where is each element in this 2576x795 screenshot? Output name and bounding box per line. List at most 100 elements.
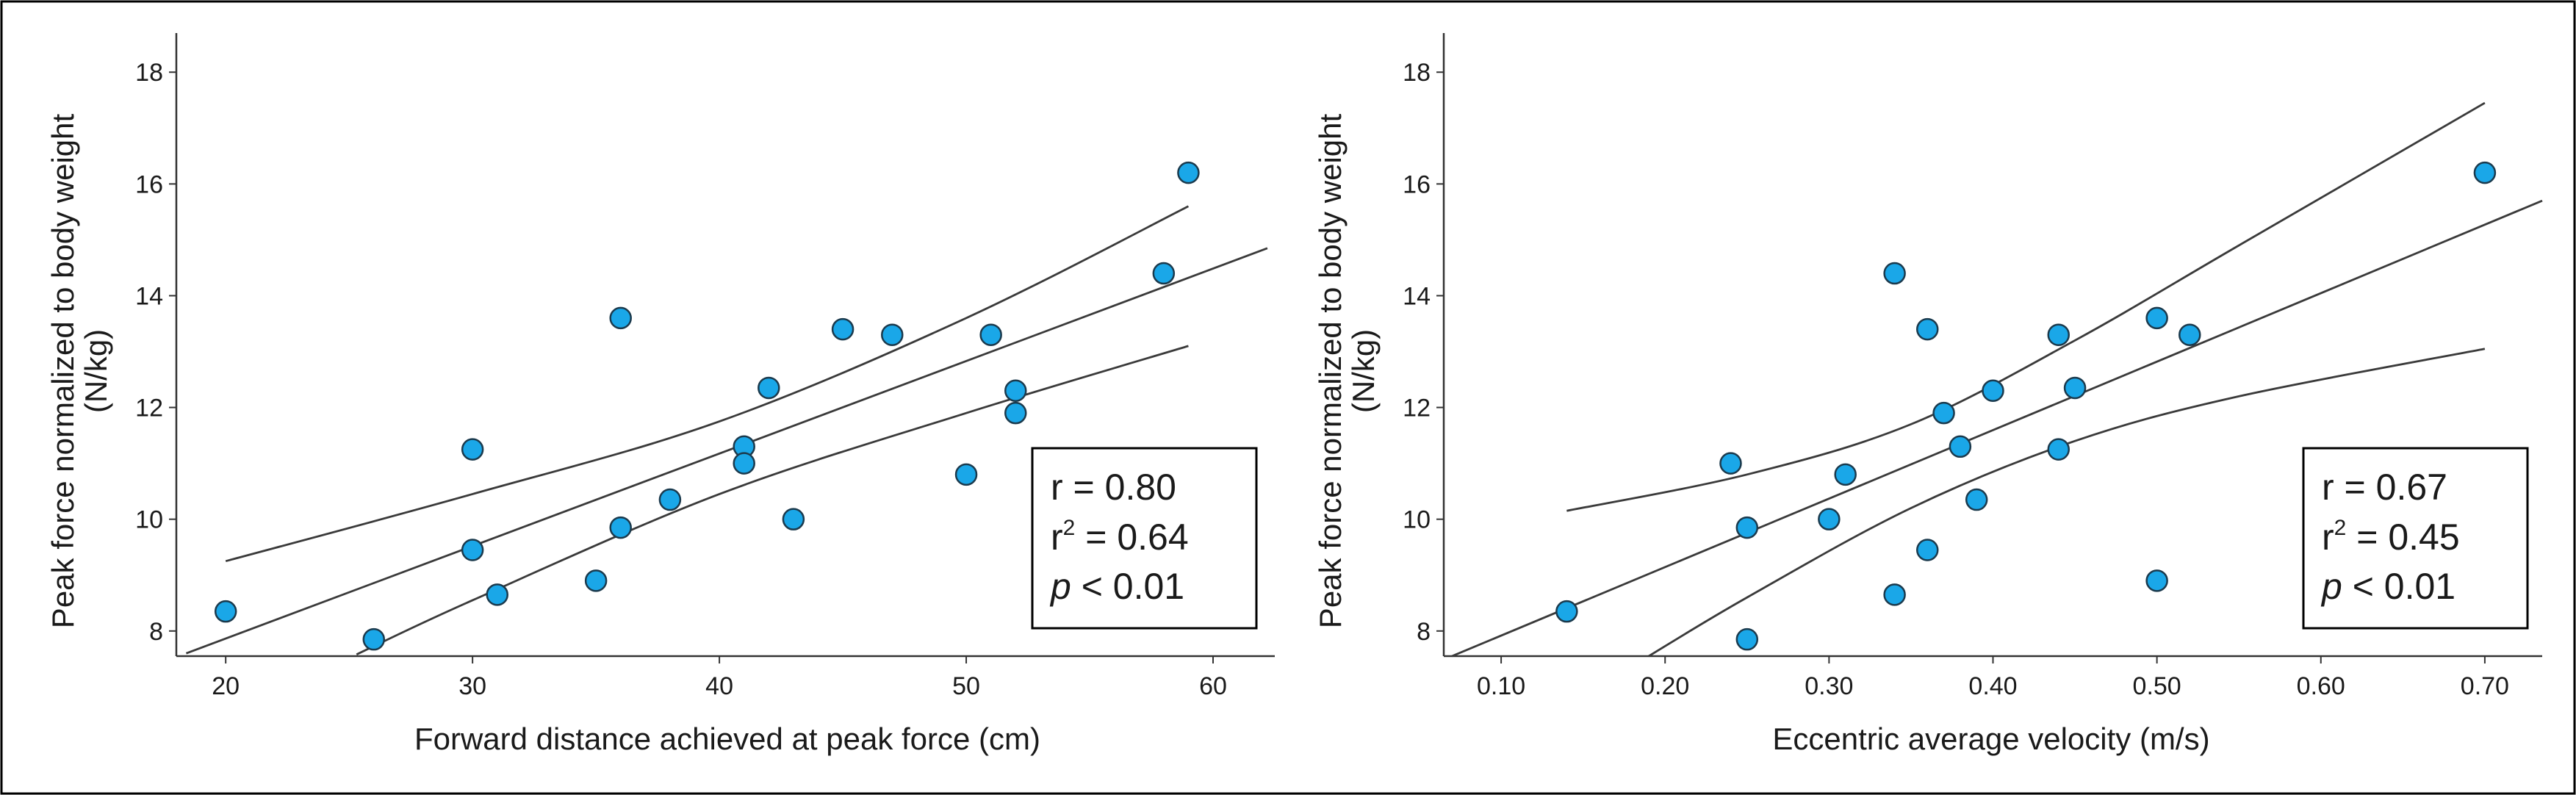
chart-right-ci-upper xyxy=(1566,101,2486,512)
chart-left-y-tick-label: 14 xyxy=(135,282,163,310)
chart-right-y-tick-label: 16 xyxy=(1403,170,1431,198)
chart-right-point xyxy=(1883,583,1906,606)
chart-left-point xyxy=(881,323,904,346)
chart-right-y-tick-label: 8 xyxy=(1417,618,1431,646)
chart-left-stat-p: p < 0.01 xyxy=(1049,566,1184,607)
chart-right-point xyxy=(2063,376,2087,400)
chart-left-x-tick-label: 30 xyxy=(458,672,486,700)
chart-right-fit-line xyxy=(1451,199,2543,658)
chart-left-point xyxy=(733,452,755,475)
chart-right-stat-r2-exp: 2 xyxy=(2334,516,2347,540)
chart-left-y-tick-label: 18 xyxy=(135,59,163,87)
chart-right-point xyxy=(2047,438,2070,461)
chart-right-point xyxy=(2179,323,2201,346)
chart-right-stat-p-italic: p xyxy=(2320,566,2342,607)
chart-right-point xyxy=(1915,317,1939,341)
chart-right-plot-area: 8 10 12 14 16 18 0.10 0.20 0.30 0.40 0.50 0.60 0.70 xyxy=(1403,33,2543,700)
chart-right-y-tick-label: 12 xyxy=(1403,395,1431,422)
chart-right-point xyxy=(1735,516,1759,539)
chart-right-point xyxy=(2145,306,2168,330)
chart-left-ci-lower xyxy=(356,345,1189,655)
chart-right-x-label: Eccentric average velocity (m/s) xyxy=(1772,722,2209,756)
chart-left-point xyxy=(1004,379,1027,402)
chart-right-x-tick-label: 0.40 xyxy=(1968,672,2017,700)
chart-right-point xyxy=(1982,379,2004,402)
chart-right-point xyxy=(1719,452,1742,475)
chart-right-stat-r2-prefix: r xyxy=(2322,517,2334,558)
chart-left-x-label: Forward distance achieved at peak force … xyxy=(414,722,1040,756)
chart-right-stat-p: p < 0.01 xyxy=(2320,566,2456,607)
chart-right-point xyxy=(1735,627,1759,651)
chart-left-point xyxy=(461,539,484,561)
chart-left-point xyxy=(758,376,780,400)
chart-left-stat-p-italic: p xyxy=(1049,566,1071,607)
chart-left-stat-p-value: < 0.01 xyxy=(1071,566,1184,607)
chart-left-point xyxy=(1004,401,1027,425)
chart-left-point xyxy=(609,516,632,539)
chart-right-point xyxy=(1915,539,1939,561)
chart-left-point xyxy=(831,317,855,341)
chart-left-point xyxy=(658,488,682,511)
chart-left-point xyxy=(1152,262,1176,285)
chart-right-y-label-line2: (N/kg) xyxy=(1346,329,1381,413)
chart-left-ci-upper xyxy=(225,205,1190,563)
chart-right-y-tick-label: 18 xyxy=(1403,59,1431,87)
chart-left: 8 10 12 14 16 18 20 30 40 50 60 Peak force normali… xyxy=(46,33,1275,756)
chart-right-stat-r: r = 0.67 xyxy=(2322,467,2447,508)
chart-left-point xyxy=(461,438,484,461)
chart-right-x-tick-label: 0.50 xyxy=(2133,672,2181,700)
chart-right-x-tick-label: 0.70 xyxy=(2461,672,2509,700)
chart-left-stat-r: r = 0.80 xyxy=(1051,467,1176,508)
chart-left-point xyxy=(214,600,237,623)
chart-left-point xyxy=(609,306,632,330)
chart-left-y-label-line2: (N/kg) xyxy=(79,329,113,413)
chart-right-x-tick-label: 0.60 xyxy=(2297,672,2345,700)
chart-right-point xyxy=(2473,161,2497,184)
chart-left-point xyxy=(979,323,1002,346)
chart-left-y-label-line1: Peak force normalized to body weight xyxy=(46,113,80,628)
chart-left-stats-box: r = 0.80 r2 = 0.64 p < 0.01 xyxy=(1031,447,1258,630)
chart-right-point xyxy=(1818,508,1841,530)
chart-right-point xyxy=(1834,463,1857,486)
chart-right-x-tick-label: 0.20 xyxy=(1641,672,1689,700)
chart-left-stat-r2-prefix: r xyxy=(1051,517,1063,558)
chart-right-point xyxy=(2145,569,2168,592)
chart-right-stats-box: r = 0.67 r2 = 0.45 p < 0.01 xyxy=(2302,447,2529,630)
chart-left-point xyxy=(362,627,386,651)
chart-left-x-tick-label: 60 xyxy=(1199,672,1227,700)
chart-left-point xyxy=(486,583,508,606)
chart-left-stat-r2-exp: 2 xyxy=(1063,516,1076,540)
chart-left-fit-line xyxy=(185,247,1268,655)
chart-left-y-tick-label: 16 xyxy=(135,170,163,198)
chart-right-point xyxy=(2047,323,2070,346)
chart-right-y-label-line1: Peak force normalized to body weight xyxy=(1313,113,1348,628)
chart-left-y-tick-label: 10 xyxy=(135,506,163,534)
chart-left-y-tick-label: 8 xyxy=(149,618,163,646)
chart-right-y-tick-label: 10 xyxy=(1403,506,1431,534)
chart-left-plot-area: 8 10 12 14 16 18 20 30 40 50 60 xyxy=(135,33,1275,700)
chart-left-x-tick-label: 40 xyxy=(705,672,733,700)
chart-left-point xyxy=(782,508,805,530)
chart-right-point xyxy=(1949,435,1972,458)
chart-right-x-tick-label: 0.30 xyxy=(1805,672,1853,700)
chart-right-point xyxy=(1555,600,1578,623)
chart-left-point xyxy=(1177,161,1200,184)
chart-right-stat-r2: r2 = 0.45 xyxy=(2322,516,2460,558)
chart-left-y-tick-label: 12 xyxy=(135,395,163,422)
chart-right-point xyxy=(1965,488,1988,511)
chart-left-point xyxy=(954,463,978,486)
chart-left-stat-r2-value: = 0.64 xyxy=(1075,517,1188,558)
chart-right-y-tick-label: 14 xyxy=(1403,282,1431,310)
chart-right-x-tick-label: 0.10 xyxy=(1477,672,1525,700)
chart-right-stat-r2-value: = 0.45 xyxy=(2346,517,2459,558)
chart-right-point xyxy=(1883,262,1906,285)
chart-left-point xyxy=(584,569,608,592)
chart-left-x-tick-label: 20 xyxy=(212,672,240,700)
chart-right-stat-p-value: < 0.01 xyxy=(2342,566,2456,607)
chart-left-stats-frame xyxy=(1031,447,1258,630)
chart-left-x-tick-label: 50 xyxy=(952,672,980,700)
chart-right-ci-lower xyxy=(1648,348,2486,658)
